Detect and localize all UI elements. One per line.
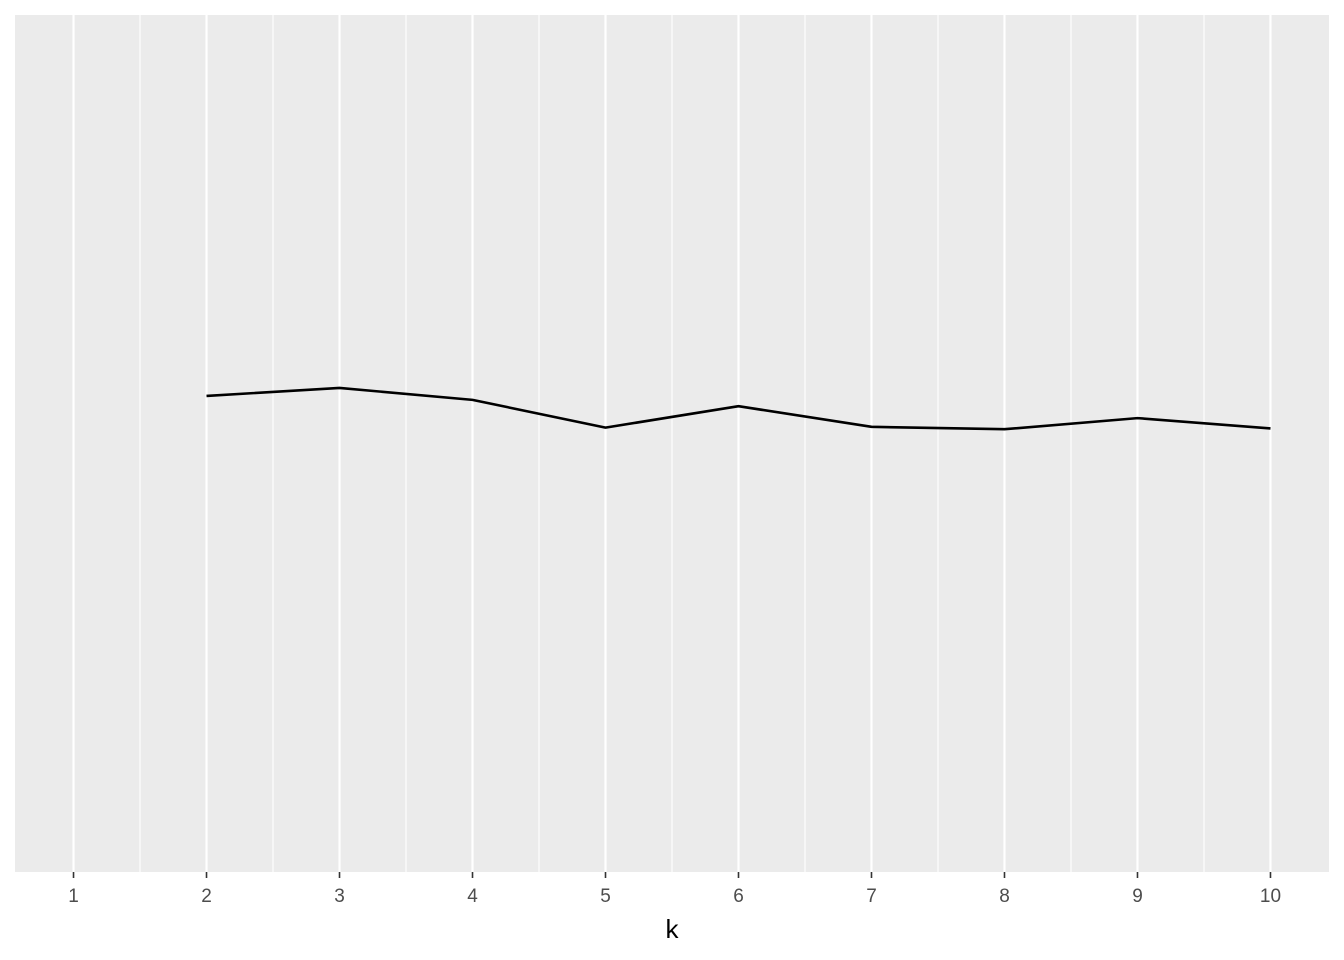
x-tick-label: 3 xyxy=(334,886,345,907)
x-axis-title: k xyxy=(666,914,680,944)
data-series xyxy=(206,386,1271,431)
x-tick-label: 8 xyxy=(999,886,1010,907)
grid-minor-lines xyxy=(139,15,1205,872)
x-tick-label: 10 xyxy=(1260,886,1281,907)
x-tick-label: 4 xyxy=(467,886,478,907)
x-tick-label: 5 xyxy=(600,886,611,907)
x-tick-label: 9 xyxy=(1132,886,1143,907)
x-tick-label: 7 xyxy=(866,886,877,907)
x-tick-label: 1 xyxy=(68,886,79,907)
x-tick-label: 2 xyxy=(201,886,212,907)
series-line xyxy=(206,386,1271,431)
x-axis: 1 2 3 4 5 6 7 8 9 10 xyxy=(68,872,1281,907)
x-tick-label: 6 xyxy=(733,886,744,907)
grid-major-lines xyxy=(72,15,1272,872)
